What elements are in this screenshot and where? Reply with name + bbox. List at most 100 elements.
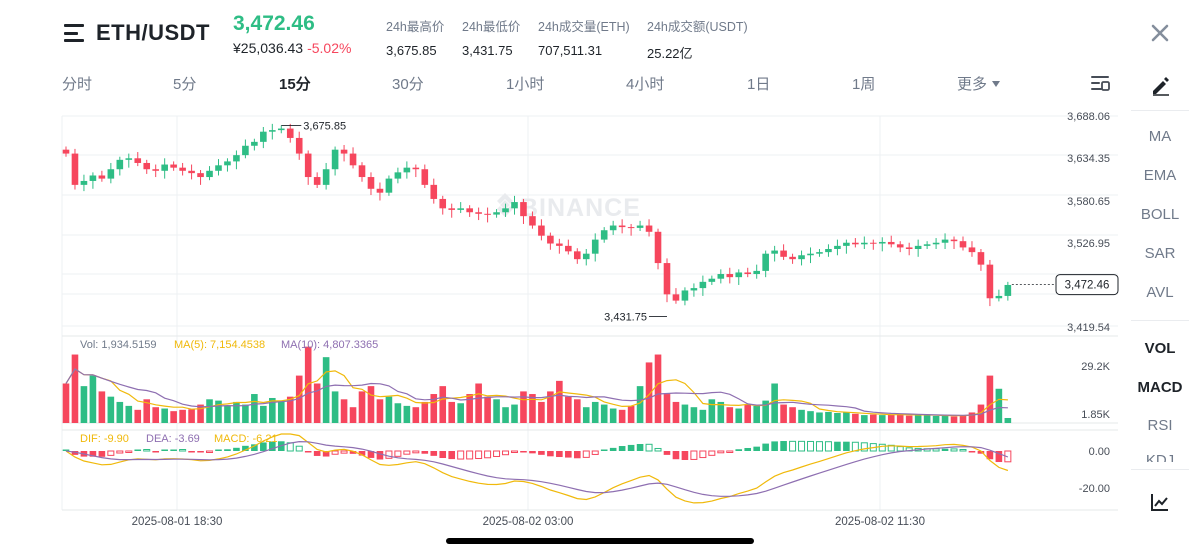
close-icon[interactable] xyxy=(1147,20,1173,46)
candle-body xyxy=(89,175,97,181)
macd-bar xyxy=(143,449,151,452)
candle-body xyxy=(923,244,931,246)
price-block: 3,472.46 ¥25,036.43 -5.02% xyxy=(233,12,351,56)
stat-value: 707,511.31 xyxy=(538,43,603,58)
last-price: 3,472.46 xyxy=(233,12,315,35)
volume-bar xyxy=(941,415,949,423)
divider xyxy=(1131,469,1189,470)
candle-body xyxy=(107,169,115,179)
current-price-label: 3,472.46 xyxy=(1065,280,1110,292)
chart-type-icon[interactable] xyxy=(1131,491,1189,517)
chart-settings-icon[interactable] xyxy=(1090,73,1110,93)
tab-5m[interactable]: 5分 xyxy=(173,76,197,93)
pair-name[interactable]: ETH/USDT xyxy=(96,20,210,45)
macd-bar xyxy=(62,449,70,451)
indicator-rsi[interactable]: RSI xyxy=(1147,417,1173,434)
vol-ma10-line xyxy=(65,368,1008,416)
menu-icon[interactable] xyxy=(64,22,86,44)
macd-dea-line xyxy=(65,440,1009,497)
macd-bar xyxy=(726,450,734,453)
indicator-ma[interactable]: MA xyxy=(1148,128,1172,145)
candle-body xyxy=(170,164,177,168)
volume-bar xyxy=(986,375,994,423)
indicator-boll[interactable]: BOLL xyxy=(1140,206,1180,223)
tab-1d[interactable]: 1日 xyxy=(747,76,771,93)
tab-1w[interactable]: 1周 xyxy=(852,76,876,93)
candle-body xyxy=(807,253,814,256)
macd-bar xyxy=(179,449,187,452)
stat-value: 3,675.85 xyxy=(386,43,437,58)
indicator-vol[interactable]: VOL xyxy=(1144,340,1176,357)
draw-tool-icon[interactable] xyxy=(1131,74,1189,100)
candle-body xyxy=(125,158,133,160)
kline-chart[interactable]: BINANCE 3,688.06 3,634.35 3,580.65 3,526.95… xyxy=(0,100,1125,535)
candle-body xyxy=(825,248,832,253)
macd-bar xyxy=(977,451,985,454)
tab-time[interactable]: 分时 xyxy=(62,76,93,93)
stat-value: 3,431.75 xyxy=(462,43,513,58)
macd-bar xyxy=(349,451,357,454)
macd-bar xyxy=(807,440,815,452)
macd-bar xyxy=(170,449,177,451)
candle-body xyxy=(277,128,285,131)
price-sub: ¥25,036.43 -5.02% xyxy=(233,40,351,56)
indicator-kdj[interactable]: KDJ xyxy=(1131,454,1189,462)
vol-ma10-legend: MA(10): 4,807.3365 xyxy=(281,339,378,351)
candle-body xyxy=(977,252,985,265)
volume-bar xyxy=(179,409,186,423)
macd-lines xyxy=(65,433,1009,504)
macd-bar xyxy=(798,440,806,452)
indicator-macd[interactable]: MACD xyxy=(1137,379,1183,396)
price-axis-label: 3,580.65 xyxy=(1067,196,1110,208)
vol-axis-label: 1.85K xyxy=(1081,409,1110,421)
indicator-avl[interactable]: AVL xyxy=(1146,284,1174,301)
tab-30m[interactable]: 30分 xyxy=(392,76,424,93)
volume-bar xyxy=(798,409,805,423)
volume-bar xyxy=(412,407,420,423)
candle-body xyxy=(870,242,877,244)
macd-bar xyxy=(636,443,644,451)
candle-body xyxy=(959,241,967,248)
candle-body xyxy=(62,149,70,154)
indicator-sar[interactable]: SAR xyxy=(1144,245,1176,262)
candle-body xyxy=(600,230,608,240)
volume-bar xyxy=(538,401,545,423)
pair-selector[interactable]: ETH/USDT xyxy=(64,20,210,46)
macd-bar xyxy=(582,450,590,458)
macd-axis-label: 0.00 xyxy=(1089,446,1110,458)
vol-ma5-line xyxy=(65,368,1008,417)
stat-volume: 24h成交量(ETH) 707,511.31 xyxy=(538,16,630,58)
price-axis-label: 3,634.35 xyxy=(1067,153,1110,165)
stat-high: 24h最高价 3,675.85 xyxy=(386,16,444,58)
candle-body xyxy=(735,272,743,278)
tab-more[interactable]: 更多 xyxy=(957,73,1001,94)
price-change: -5.02% xyxy=(307,40,352,56)
candle-body xyxy=(376,188,384,193)
macd-bar xyxy=(753,446,760,451)
current-price-box xyxy=(1055,274,1119,296)
macd-bar xyxy=(744,447,752,451)
interval-tabs: 分时 5分 15分 30分 1小时 4小时 1日 1周 更多 xyxy=(0,66,1120,100)
volume-bar xyxy=(690,407,698,423)
tab-4h[interactable]: 4小时 xyxy=(626,76,665,93)
macd-bar xyxy=(412,450,420,454)
binance-watermark: BINANCE xyxy=(520,194,641,222)
volume-bar xyxy=(466,394,473,423)
volume-bar xyxy=(753,405,760,423)
macd-bar xyxy=(358,451,366,456)
candle-body xyxy=(529,216,536,226)
macd-bar xyxy=(860,442,868,452)
candle-body xyxy=(995,295,1003,299)
tab-1h[interactable]: 1小时 xyxy=(506,76,545,93)
volume-bar xyxy=(878,415,886,423)
macd-bar xyxy=(735,449,743,451)
macd-bar xyxy=(824,441,832,452)
candle-body xyxy=(609,225,617,231)
candle-body xyxy=(286,128,294,138)
stat-label: 24h最高价 xyxy=(386,20,445,34)
indicator-ema[interactable]: EMA xyxy=(1143,167,1177,184)
tab-15m[interactable]: 15分 xyxy=(279,76,311,93)
volume-bar xyxy=(98,391,106,423)
macd-bar xyxy=(394,450,402,457)
candle-body xyxy=(852,242,859,245)
